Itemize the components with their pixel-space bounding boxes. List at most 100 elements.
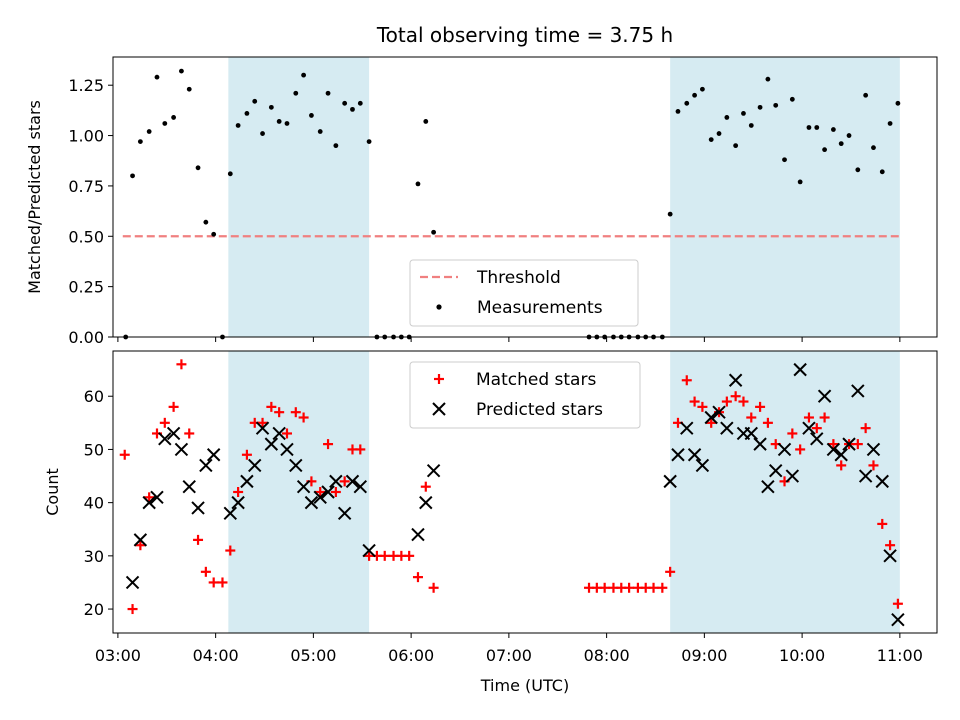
predicted-star-point-42 <box>744 426 758 441</box>
predicted-star-point-15 <box>255 421 270 435</box>
predicted-stars-legend-label: Predicted stars <box>476 400 603 420</box>
matched-star-point-68 <box>819 412 830 423</box>
bottom-panel: 20 30 40 50 60 03:00 04:00 05:00 06:00 07:00 08:0… <box>43 350 938 695</box>
matched-star-point-69 <box>828 439 839 450</box>
matched-star-point-9 <box>193 534 204 545</box>
measurement-point-13 <box>227 171 233 177</box>
matched-star-point-61 <box>762 417 773 428</box>
measurement-point-62 <box>773 102 779 108</box>
predicted-star-point-59 <box>883 549 897 563</box>
predicted-star-point-27 <box>353 479 368 494</box>
matched-star-point-38 <box>428 582 439 593</box>
matched-star-point-22 <box>298 412 309 423</box>
measurement-point-51 <box>684 100 690 106</box>
matched-star-point-11 <box>208 577 219 588</box>
predicted-star-point-10 <box>206 448 221 462</box>
predicted-star-point-43 <box>753 437 767 451</box>
predicted-star-point-31 <box>426 464 441 478</box>
measurement-point-11 <box>211 231 217 237</box>
top-y-tick-label-3: 0.75 <box>68 177 104 196</box>
matched-star-point-73 <box>860 423 871 434</box>
measurement-point-59 <box>748 123 754 128</box>
measurement-point-27 <box>342 100 348 106</box>
matched-star-point-77 <box>892 598 903 609</box>
predicted-star-point-14 <box>248 458 262 473</box>
matched-star-point-74 <box>868 460 879 471</box>
matched-star-point-54 <box>706 417 717 428</box>
matched-star-point-8 <box>184 428 195 439</box>
count-points <box>119 359 905 627</box>
predicted-star-point-22 <box>313 490 327 505</box>
measurement-point-66 <box>806 125 812 130</box>
predicted-star-point-20 <box>296 479 311 494</box>
measurement-point-21 <box>293 90 299 96</box>
measurement-point-68 <box>822 147 827 153</box>
matched-star-point-12 <box>217 577 228 588</box>
predicted-star-point-7 <box>182 479 196 494</box>
matched-star-point-58 <box>738 396 749 407</box>
top-panel-title: Total observing time = 3.75 h <box>376 23 673 47</box>
measurement-point-18 <box>268 104 274 110</box>
measurement-point-74 <box>871 145 876 151</box>
bottom-x-tick-label-7: 10:00 <box>779 646 825 665</box>
measurement-point-16 <box>252 98 258 104</box>
measurement-point-65 <box>797 179 803 185</box>
measurement-point-60 <box>757 104 763 110</box>
measurement-point-57 <box>733 143 739 149</box>
predicted-star-point-49 <box>802 421 816 435</box>
matched-star-point-75 <box>877 518 888 529</box>
bottom-x-axis-ticks: 03:00 04:00 05:00 06:00 07:00 08:00 09:00 10:00… <box>95 633 923 665</box>
predicted-star-point-0 <box>125 575 140 590</box>
predicted-star-point-2 <box>142 495 156 510</box>
predicted-star-point-51 <box>817 389 832 403</box>
measurement-point-53 <box>700 86 705 92</box>
top-shaded-regions <box>228 57 900 337</box>
measurement-point-14 <box>235 123 241 128</box>
matched-star-point-13 <box>225 545 236 556</box>
matched-star-point-24 <box>315 487 326 497</box>
predicted-star-point-55 <box>851 384 865 398</box>
threshold-legend-label: Threshold <box>476 268 561 288</box>
top-legend-box <box>409 259 639 327</box>
bottom-legend: Matched stars Predicted stars <box>409 361 641 429</box>
measurement-point-9 <box>195 165 201 171</box>
matched-star-point-7 <box>176 359 187 370</box>
bottom-y-tick-label-4: 60 <box>84 387 104 406</box>
measurement-point-69 <box>830 127 836 132</box>
matched-star-point-72 <box>852 439 863 450</box>
top-y-axis-ticks: 0.00 0.25 0.50 0.75 1.00 1.25 <box>68 76 113 347</box>
bottom-shaded-regions <box>228 351 900 633</box>
matched-star-point-19 <box>274 407 285 418</box>
matched-star-point-64 <box>787 428 798 439</box>
measurement-point-61 <box>765 76 771 82</box>
measurement-point-55 <box>716 131 722 136</box>
top-axes-frame <box>112 56 938 338</box>
top-x-axis-ticks <box>117 337 901 342</box>
measurement-point-5 <box>162 121 168 126</box>
matched-star-point-60 <box>755 401 766 412</box>
bottom-x-axis-label: Time (UTC) <box>480 676 569 695</box>
predicted-star-point-54 <box>842 437 856 451</box>
measurement-point-4 <box>154 74 160 80</box>
matched-star-point-5 <box>159 417 170 428</box>
measurement-point-17 <box>260 131 265 136</box>
matched-star-point-10 <box>200 566 211 577</box>
bottom-y-tick-label-2: 40 <box>84 494 104 513</box>
measurement-point-20 <box>284 121 290 126</box>
measurement-point-25 <box>325 90 331 96</box>
predicted-star-point-35 <box>687 448 702 462</box>
measurement-point-7 <box>179 68 184 74</box>
matched-star-point-27 <box>339 476 350 487</box>
bottom-y-tick-label-3: 50 <box>84 440 104 459</box>
predicted-star-point-57 <box>866 442 881 457</box>
predicted-star-point-13 <box>240 474 254 489</box>
matched-star-point-15 <box>241 449 252 460</box>
bottom-legend-box <box>409 361 641 429</box>
measurement-point-67 <box>814 125 820 130</box>
matched-star-point-56 <box>721 396 732 407</box>
predicted-star-point-29 <box>411 527 425 542</box>
matched-star-point-17 <box>257 417 268 428</box>
matched-star-point-25 <box>323 439 334 450</box>
predicted-star-point-32 <box>663 474 677 489</box>
matched-star-point-66 <box>803 412 814 423</box>
